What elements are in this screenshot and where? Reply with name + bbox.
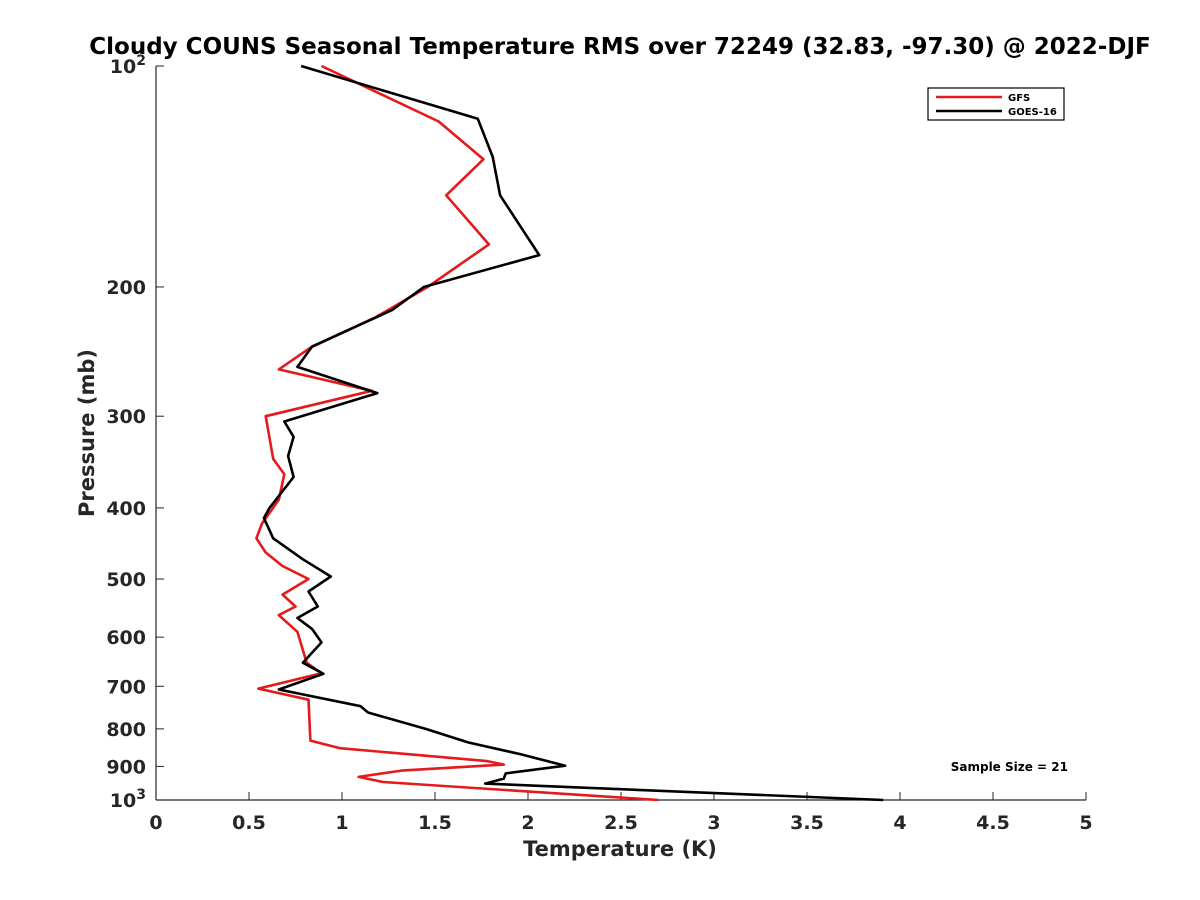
y-tick-label: 200 xyxy=(106,277,146,299)
series-line-gfs xyxy=(255,64,659,802)
x-tick-label: 1.5 xyxy=(418,812,452,834)
legend-label-goes-16: GOES-16 xyxy=(1008,107,1057,118)
y-tick-label: 400 xyxy=(106,498,146,520)
y-tick-label: 600 xyxy=(106,627,146,649)
series-line-goes-16 xyxy=(262,64,884,802)
x-tick-label: 0 xyxy=(149,812,162,834)
y-tick-label: 800 xyxy=(106,719,146,741)
x-tick-label: 4.5 xyxy=(976,812,1010,834)
y-axis-label: Pressure (mb) xyxy=(75,349,99,517)
y-tick-label: 500 xyxy=(106,569,146,591)
x-tick-label: 1 xyxy=(335,812,348,834)
y-tick-label: 900 xyxy=(106,756,146,778)
x-tick-label: 3 xyxy=(707,812,720,834)
y-tick-label: 102 xyxy=(110,53,146,78)
x-tick-label: 0.5 xyxy=(232,812,266,834)
x-tick-label: 3.5 xyxy=(790,812,824,834)
x-tick-label: 2 xyxy=(521,812,534,834)
plot-area: 0 0.5 1 1.5 2 2.5 3 3.5 4 4.5 5 102 200 300 400 500 600 7… xyxy=(106,53,1092,834)
legend-box xyxy=(927,87,1065,121)
x-tick-label: 4 xyxy=(893,812,906,834)
y-tick-label: 300 xyxy=(106,406,146,428)
x-axis-label: Temperature (K) xyxy=(523,837,717,861)
x-tick-label: 2.5 xyxy=(604,812,638,834)
y-tick-label: 700 xyxy=(106,676,146,698)
legend-label-gfs: GFS xyxy=(1008,93,1030,104)
y-tick-label: 103 xyxy=(110,787,146,812)
x-tick-label: 5 xyxy=(1079,812,1092,834)
chart-title: Cloudy COUNS Seasonal Temperature RMS ov… xyxy=(89,34,1150,60)
sample-size-annotation: Sample Size = 21 xyxy=(951,760,1068,774)
